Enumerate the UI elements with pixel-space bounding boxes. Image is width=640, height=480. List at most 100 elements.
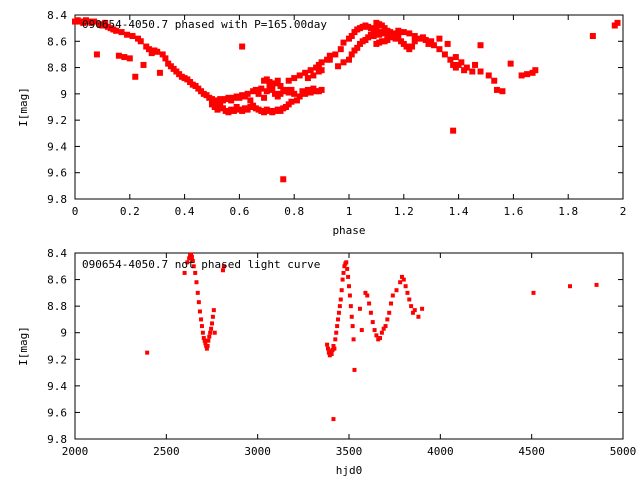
unphased-data-point	[196, 300, 201, 305]
unphased-data-point	[348, 304, 353, 309]
phased-data-point	[326, 52, 333, 59]
phased-data-point	[230, 107, 237, 114]
unphased-data-point	[403, 284, 408, 289]
phased-data-point	[346, 56, 352, 63]
unphased-data-point	[341, 270, 346, 275]
phased-data-point	[499, 88, 506, 95]
unphased-y-tick-label: 8.4	[47, 247, 67, 260]
unphased-y-axis-label: I[mag]	[17, 326, 30, 366]
phased-data-point	[129, 33, 136, 40]
unphased-data-point	[212, 330, 217, 335]
phased-data-point	[340, 39, 347, 46]
phased-x-axis: 0 0.2 0.4 0.6 0.8 1 1.2 1.4 1.6 1.8 2	[72, 15, 626, 218]
unphased-data-point	[398, 280, 403, 285]
phased-y-tick-label: 8.8	[47, 62, 67, 75]
phased-x-tick-label: 0	[72, 205, 79, 218]
phased-data-point	[145, 46, 152, 53]
phased-data-point	[304, 75, 311, 82]
unphased-x-tick-label: 2000	[62, 445, 89, 458]
phased-data-point	[422, 36, 429, 43]
unphased-data-point	[365, 293, 370, 298]
unphased-y-tick-label: 9	[60, 327, 67, 340]
unphased-y-tick-label: 9.6	[47, 406, 67, 419]
phased-data-point	[477, 68, 484, 75]
unphased-data-point	[332, 346, 337, 351]
unphased-data-point	[199, 317, 204, 322]
unphased-data-point	[193, 270, 198, 275]
unphased-y-tick-label: 9.4	[47, 380, 67, 393]
unphased-data-point	[531, 290, 536, 295]
phased-data-point	[348, 51, 355, 58]
phased-y-axis: 8.4 8.6 8.8 9 9.2 9.4 9.6 9.8	[47, 9, 623, 206]
phased-x-tick-label: 0.4	[175, 205, 195, 218]
phased-data-point	[428, 38, 435, 45]
phased-x-tick-label: 0.2	[120, 205, 140, 218]
unphased-data-point	[207, 334, 212, 339]
phased-data-point	[614, 19, 621, 26]
phased-data-point	[318, 86, 325, 93]
unphased-data-point	[335, 324, 340, 329]
phased-data-point	[310, 72, 317, 79]
phased-data-point	[406, 30, 413, 37]
unphased-data-point	[367, 301, 372, 306]
unphased-data-point	[205, 344, 210, 348]
unphased-data-point	[185, 260, 190, 265]
phased-data-point	[589, 33, 596, 40]
phased-data-point	[450, 127, 457, 134]
phased-data-point	[452, 54, 459, 61]
phased-data-point	[340, 59, 347, 66]
phased-chart: 0 0.2 0.4 0.6 0.8 1 1.2 1.4 1.6 1.8 2 8.4 8.6 8.8 9 9.…	[17, 9, 626, 237]
phased-data-point	[491, 77, 498, 84]
phased-data-point	[113, 27, 120, 34]
phased-data-point	[507, 60, 514, 67]
phased-data-point	[137, 38, 144, 45]
unphased-data-point	[197, 309, 202, 314]
unphased-data-point	[204, 346, 209, 351]
phased-data-point	[285, 77, 292, 84]
phased-data-point	[354, 44, 361, 51]
phased-data-point	[296, 72, 303, 79]
phased-data-point	[291, 90, 298, 97]
phased-data-point	[337, 46, 344, 53]
unphased-data-point	[359, 328, 364, 333]
phased-data-point	[162, 55, 169, 62]
phased-data-point	[335, 63, 342, 70]
phased-data-point	[159, 51, 166, 58]
phased-data-point	[124, 31, 131, 38]
phased-data-point	[288, 86, 295, 93]
phased-data-point	[288, 98, 295, 105]
unphased-data-point	[410, 310, 415, 315]
unphased-data-point	[221, 264, 226, 269]
phased-data-point	[395, 27, 402, 34]
unphased-data-point	[209, 326, 214, 331]
phased-data-point	[258, 85, 265, 92]
unphased-data-point	[190, 258, 195, 263]
phased-data-point	[318, 59, 325, 66]
phased-data-point	[293, 97, 300, 104]
phased-data-point	[156, 69, 163, 76]
unphased-data-point	[350, 324, 355, 329]
phased-data-point	[269, 86, 276, 93]
phased-data-point	[447, 56, 454, 63]
unphased-y-tick-label: 9.8	[47, 433, 67, 446]
phased-data-point	[472, 61, 479, 68]
unphased-data-point	[401, 277, 406, 282]
phased-y-tick-label: 9	[60, 88, 67, 101]
unphased-chart-title: 090654-4050.7 not phased light curve	[82, 258, 320, 271]
phased-data-point	[493, 86, 500, 93]
unphased-data-point	[201, 336, 206, 341]
unphased-chart: 2000 2500 3000 3500 4000 4500 5000 8.4 8.6 8.8 9 9…	[17, 247, 636, 477]
phased-data-point	[326, 56, 333, 63]
unphased-data-point	[378, 336, 383, 341]
unphased-data-point	[337, 304, 342, 309]
phased-data-point	[132, 73, 139, 80]
phased-data-point	[214, 106, 221, 113]
phased-data-point	[485, 72, 492, 79]
unphased-data-point	[385, 317, 390, 322]
phased-data-point	[400, 29, 407, 36]
phased-data-point	[411, 33, 418, 40]
phased-x-tick-label: 0.8	[284, 205, 304, 218]
phased-data-point	[280, 176, 287, 183]
